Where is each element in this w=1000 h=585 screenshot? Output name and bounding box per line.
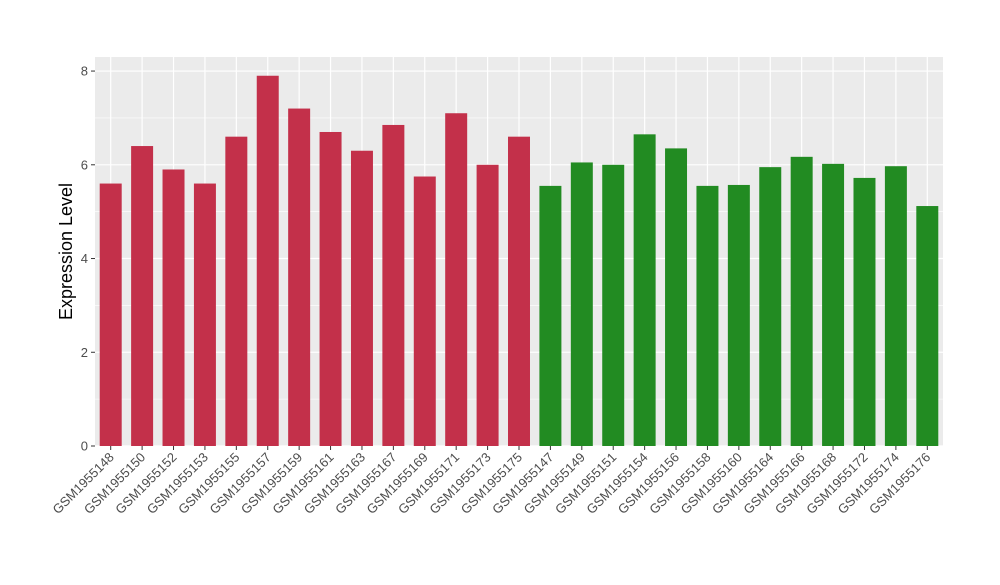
bar-GSM1955158: [696, 185, 719, 446]
bar-GSM1955175: [508, 136, 530, 447]
y-tick-label: 8: [81, 64, 88, 79]
bar-GSM1955148: [99, 183, 122, 446]
bar-GSM1955147: [539, 185, 562, 446]
bar-GSM1955169: [413, 176, 436, 446]
y-tick-label: 2: [81, 345, 88, 360]
x-axis: GSM1955148GSM1955150GSM1955152GSM1955153…: [49, 446, 933, 517]
bar-GSM1955168: [822, 163, 845, 446]
bar-GSM1955167: [382, 124, 405, 447]
bar-GSM1955152: [162, 169, 185, 446]
bar-GSM1955156: [665, 148, 688, 446]
bar-GSM1955151: [602, 164, 625, 447]
bar-GSM1955157: [256, 75, 279, 447]
y-axis-label: Expression Level: [56, 183, 76, 320]
bar-GSM1955166: [790, 156, 813, 447]
bar-GSM1955163: [350, 150, 373, 447]
y-tick-label: 4: [81, 251, 88, 266]
bar-GSM1955161: [319, 131, 342, 446]
bar-GSM1955160: [727, 184, 750, 447]
bars: [99, 75, 939, 447]
y-axis: 0 2 4 6 8: [81, 64, 95, 454]
bar-GSM1955164: [759, 167, 782, 446]
bar-GSM1955172: [853, 177, 876, 446]
bar-GSM1955153: [193, 183, 216, 446]
bar-GSM1955159: [288, 108, 311, 447]
bar-GSM1955154: [633, 134, 656, 446]
bar-GSM1955173: [476, 164, 499, 447]
bar-GSM1955171: [445, 113, 468, 446]
bar-GSM1955150: [131, 146, 154, 446]
bar-GSM1955174: [884, 166, 907, 446]
bar-GSM1955149: [570, 162, 593, 446]
y-tick-label: 6: [81, 157, 88, 172]
y-tick-label: 0: [81, 439, 88, 454]
bar-GSM1955176: [916, 206, 939, 446]
bar-GSM1955155: [225, 136, 248, 447]
